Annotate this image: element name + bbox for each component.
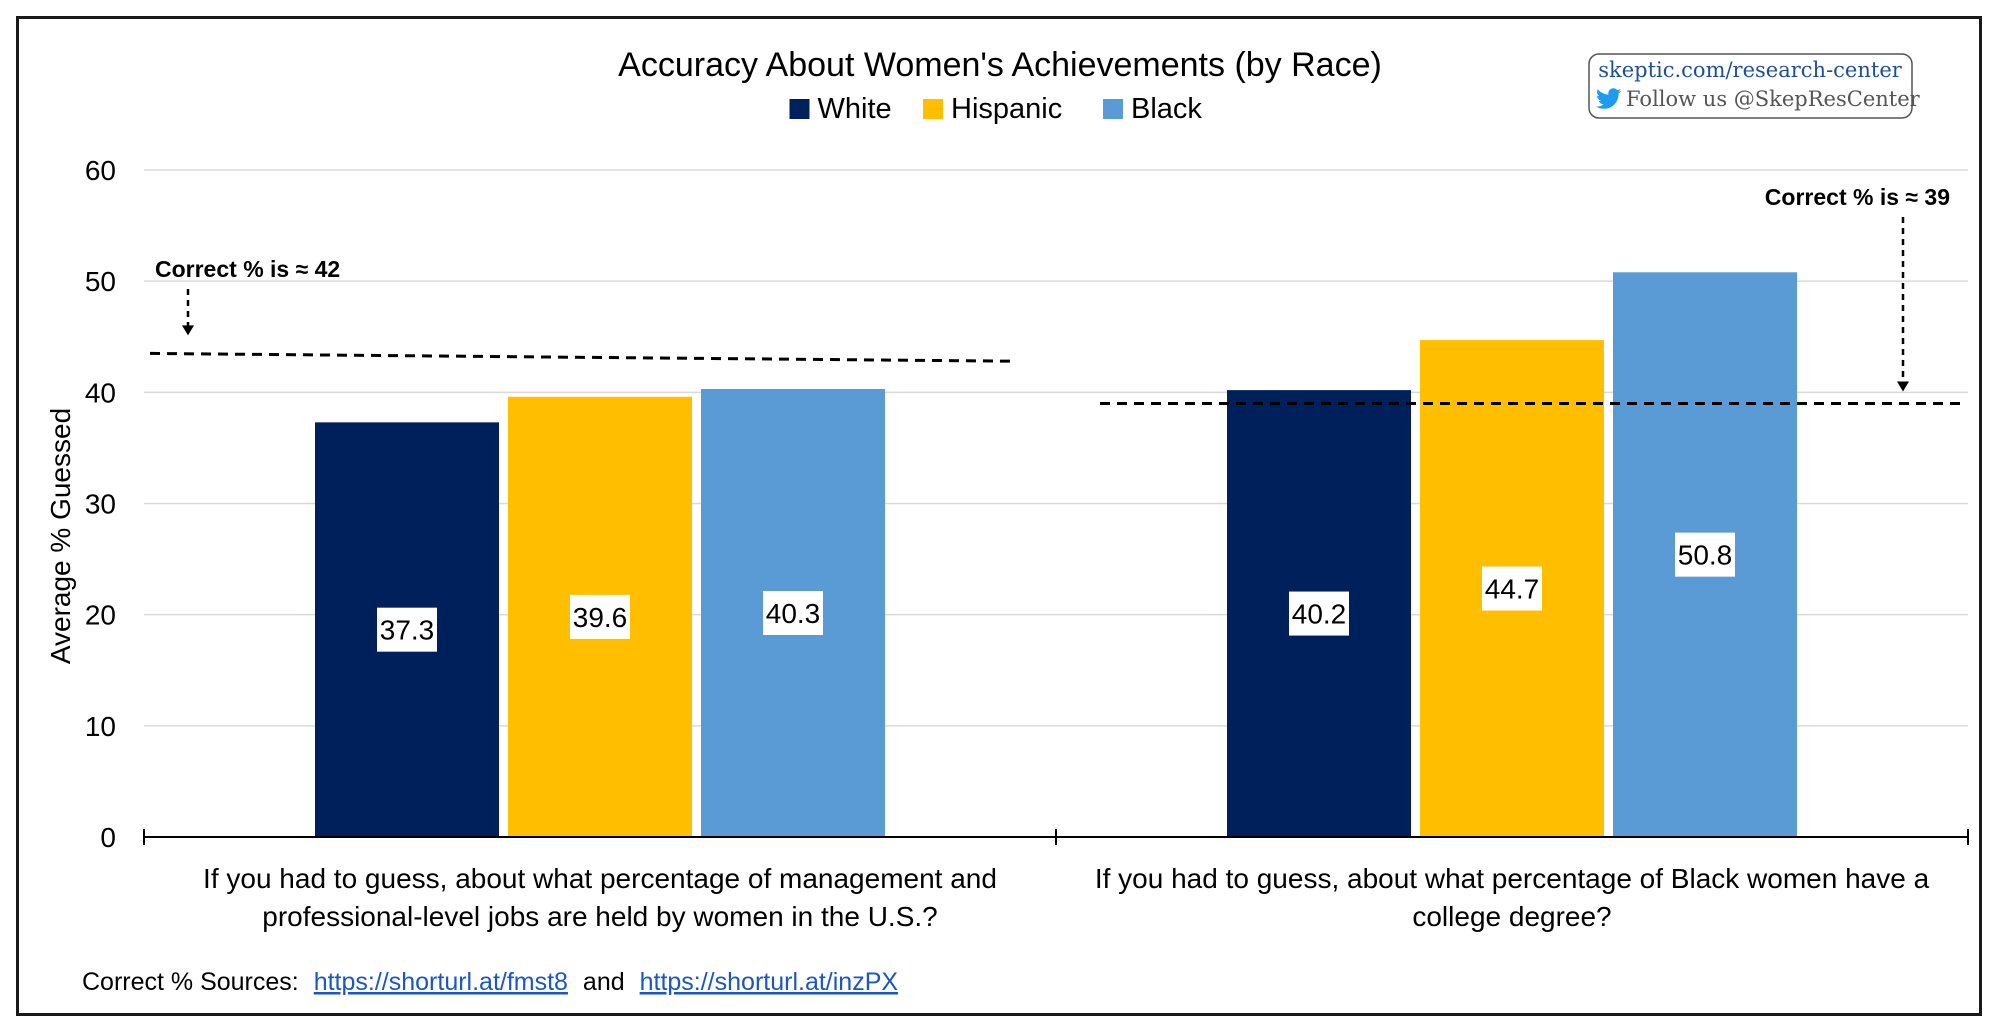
- y-tick-label: 10: [85, 711, 116, 742]
- annotation-arrow-head: [1897, 381, 1909, 392]
- twitter-bird-icon: [1596, 88, 1622, 109]
- data-label-box: [377, 607, 437, 652]
- brand-site: skeptic.com/research-center: [1598, 58, 1903, 82]
- y-tick-label: 20: [85, 600, 116, 631]
- brand-box-border: [1588, 53, 1913, 119]
- legend-swatch: [789, 99, 810, 119]
- chart-frame: [16, 16, 1982, 1016]
- y-tick-label: 0: [100, 822, 116, 853]
- data-label: 44.7: [1485, 574, 1540, 605]
- x-category-label: If you had to guess, about what percenta…: [203, 863, 997, 894]
- brand-follow: Follow us @SkepResCenter: [1626, 87, 1921, 111]
- annotation-arrow-head: [182, 325, 194, 336]
- data-label: 40.2: [1292, 599, 1347, 630]
- y-tick-label: 50: [85, 266, 116, 297]
- axes: 0 10 20 30 40 50 60 If you had to guess, about …: [85, 155, 1969, 932]
- data-label-box: [763, 590, 823, 635]
- source-link-1[interactable]: https://shorturl.at/fmst8: [314, 968, 568, 996]
- legend-label: Hispanic: [951, 93, 1062, 125]
- legend-swatch: [1103, 99, 1123, 119]
- data-label: 39.6: [573, 602, 628, 633]
- correct-reference-line: [149, 351, 1015, 363]
- legend-label: Black: [1131, 93, 1202, 125]
- data-label: 40.3: [766, 598, 821, 629]
- data-label-box: [1289, 591, 1349, 636]
- source-link-2[interactable]: https://shorturl.at/inzPX: [640, 968, 899, 996]
- source-prefix: Correct % Sources:: [82, 968, 299, 996]
- data-label-box: [570, 594, 630, 639]
- legend: White Hispanic Black: [789, 93, 1202, 125]
- chart-title: Accuracy About Women's Achievements (by …: [618, 46, 1382, 84]
- data-label: 50.8: [1678, 540, 1733, 571]
- data-label: 37.3: [380, 615, 435, 646]
- data-label-box: [1482, 566, 1542, 611]
- annotations: Correct % is ≈ 42 Correct % is ≈ 39: [149, 184, 1960, 405]
- source-joiner: and: [583, 968, 625, 996]
- source-note: Correct % Sources: https://shorturl.at/f…: [82, 968, 898, 996]
- y-axis-label: Average % Guessed: [45, 408, 76, 664]
- x-category-label: If you had to guess, about what percenta…: [1095, 863, 1930, 894]
- y-tick-label: 30: [85, 489, 116, 520]
- bars: 37.3 39.6 40.3 40.2 44.7 50.8: [315, 272, 1797, 838]
- x-category-label: professional-level jobs are held by wome…: [262, 901, 937, 932]
- y-tick-label: 40: [85, 377, 116, 408]
- x-category-label: college degree?: [1412, 901, 1611, 932]
- y-tick-label: 60: [85, 155, 116, 186]
- data-label-box: [1675, 532, 1735, 577]
- correct-label: Correct % is ≈ 39: [1765, 184, 1950, 210]
- legend-label: White: [818, 93, 892, 125]
- brand-box: skeptic.com/research-center Follow us @S…: [1588, 53, 1921, 119]
- legend-swatch: [923, 99, 943, 119]
- correct-label: Correct % is ≈ 42: [155, 256, 340, 282]
